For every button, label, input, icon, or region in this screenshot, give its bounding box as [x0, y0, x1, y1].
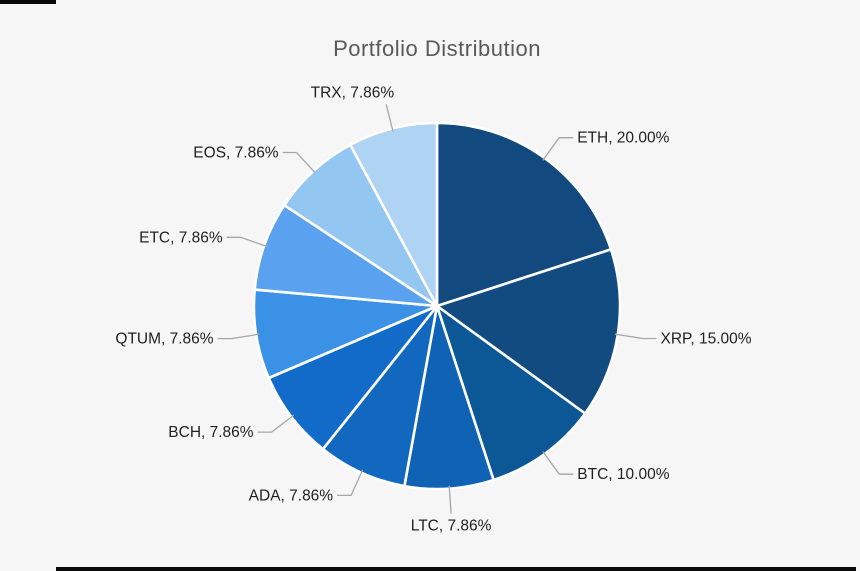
slice-label-qtum: QTUM, 7.86%: [115, 331, 213, 348]
edge-artifact-top: [0, 0, 56, 4]
leader-line-bch: [257, 414, 295, 433]
leader-line-trx: [385, 104, 394, 132]
leader-line-ada: [337, 469, 364, 497]
leader-line-xrp: [614, 333, 657, 340]
slice-label-xrp: XRP, 15.00%: [661, 331, 752, 348]
slice-label-bch: BCH, 7.86%: [168, 424, 254, 441]
leader-line-qtum: [217, 333, 260, 340]
slice-label-eos: EOS, 7.86%: [193, 145, 279, 162]
leader-line-eth: [542, 137, 574, 161]
slice-label-eth: ETH, 20.00%: [577, 130, 669, 147]
slice-label-btc: BTC, 10.00%: [577, 466, 669, 483]
leader-line-etc: [226, 236, 268, 248]
slice-label-etc: ETC, 7.86%: [139, 229, 223, 246]
leader-line-btc: [542, 451, 574, 475]
slice-label-ltc: LTC, 7.86%: [411, 518, 492, 535]
leader-line-eos: [282, 151, 316, 174]
slice-label-trx: TRX, 7.86%: [311, 84, 395, 101]
slice-label-ada: ADA, 7.86%: [249, 487, 334, 504]
leader-line-ltc: [448, 485, 452, 514]
edge-artifact-bottom: [56, 567, 856, 571]
chart-title: Portfolio Distribution: [333, 36, 541, 61]
